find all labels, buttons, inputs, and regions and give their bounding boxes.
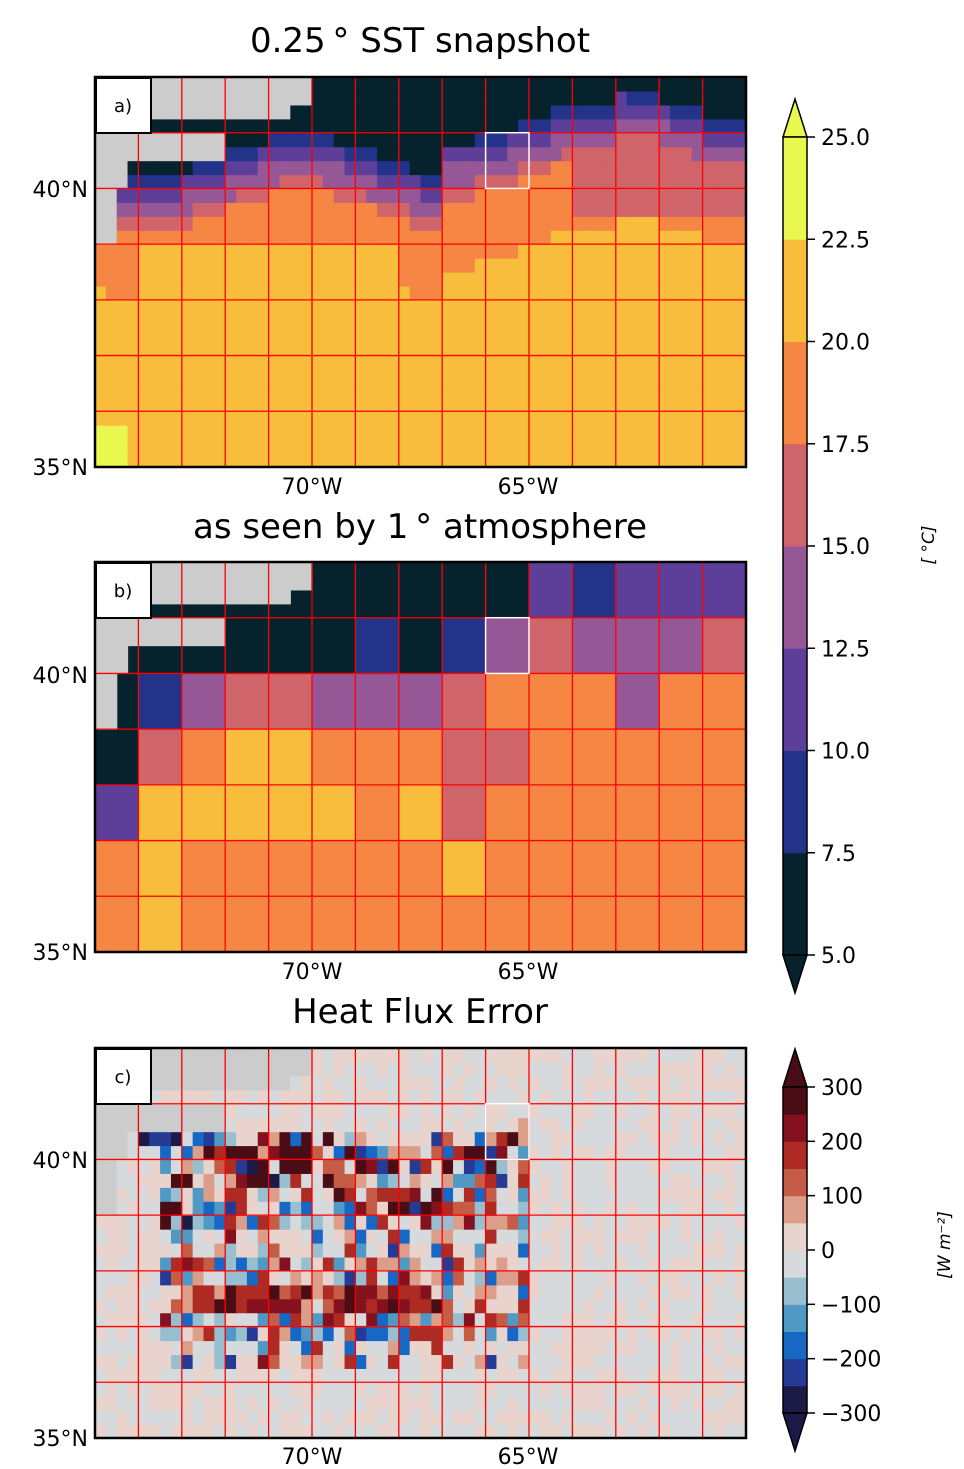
ytick-a-35n: 35°N (33, 456, 88, 481)
cbFlux-swatch (783, 1277, 807, 1305)
cbFlux-swatch (783, 1195, 807, 1224)
cbFlux-swatch (783, 1087, 807, 1115)
cbSST-swatch (783, 852, 807, 956)
panel-a-label-box: a) (95, 77, 152, 134)
highlight-box-c (484, 1102, 530, 1161)
ytick-c-40n: 40°N (33, 1149, 88, 1174)
panel-c-label: c) (115, 1067, 132, 1088)
cbFlux-swatch (783, 1250, 807, 1278)
panel-a-label: a) (114, 96, 132, 117)
cbFlux-tick-label: 100 (821, 1185, 863, 1210)
cbFlux-swatch (783, 1114, 807, 1142)
cbSST-extend-min (781, 954, 809, 996)
xtick-a-65w: 65°W (498, 475, 559, 500)
panel-b-frame (93, 560, 748, 954)
cbFlux-tick-label: 300 (821, 1076, 863, 1101)
cbSST-swatch (783, 750, 807, 854)
cbSST-tick-label: 17.5 (821, 433, 870, 458)
sst-colorbar: 25.0 22.5 20.0 17.5 15.0 12.5 10.0 7.5 5.0 (781, 96, 870, 996)
cbSST-tick-label: 20.0 (821, 331, 870, 356)
sst-colorbar-label: [ °C] (919, 525, 939, 564)
cbFlux-swatch (783, 1385, 807, 1414)
cbSST-tick-label: 7.5 (821, 842, 856, 867)
cbSST-swatch (783, 648, 807, 751)
cbSST-swatch (783, 546, 807, 649)
ytick-b-40n: 40°N (33, 664, 88, 689)
cbFlux-tick-label: −200 (821, 1348, 881, 1373)
cbFlux-tick-label: 200 (821, 1130, 863, 1155)
panel-b-map (95, 562, 746, 952)
panel-a-frame (93, 75, 748, 469)
panel-b-label-box: b) (95, 562, 152, 619)
xtick-c-65w: 65°W (498, 1445, 559, 1469)
ytick-b-35n: 35°N (33, 941, 88, 966)
panel-c-label-box: c) (95, 1048, 152, 1105)
cbFlux-swatch (783, 1222, 807, 1251)
cbSST-swatch (783, 341, 807, 445)
panel-a-title: 0.25 ° SST snapshot (250, 21, 590, 61)
cbFlux-swatch (783, 1141, 807, 1169)
cbSST-tick-label: 12.5 (821, 637, 870, 662)
flux-colorbar: 300 200 100 0 −100 −200 −300 (781, 1046, 881, 1454)
panel-c-title: Heat Flux Error (292, 992, 548, 1032)
panel-c-frame (93, 1046, 748, 1440)
cbFlux-tick-label: −100 (821, 1293, 881, 1318)
highlight-box-b (484, 616, 530, 675)
cbFlux-extend-min (781, 1412, 809, 1454)
highlight-box-a (484, 131, 530, 190)
cbSST-tick-label: 5.0 (821, 944, 856, 969)
cbFlux-tick-label: −300 (821, 1402, 881, 1427)
panel-c-map (95, 1048, 746, 1438)
xtick-c-70w: 70°W (282, 1445, 343, 1469)
xtick-b-70w: 70°W (282, 960, 343, 985)
cbSST-extend-max (781, 96, 809, 138)
cbSST-tick-label: 25.0 (821, 126, 870, 151)
cbFlux-swatch (783, 1331, 807, 1360)
cbSST-swatch (783, 137, 807, 240)
panel-b-title: as seen by 1 ° atmosphere (193, 507, 647, 547)
cbSST-swatch (783, 443, 807, 547)
cbFlux-swatch (783, 1304, 807, 1332)
cbSST-tick-label: 22.5 (821, 228, 870, 253)
cbSST-tick-label: 15.0 (821, 535, 870, 560)
ytick-c-35n: 35°N (33, 1427, 88, 1452)
cbFlux-swatch (783, 1168, 807, 1197)
flux-colorbar-label: [W m⁻²] (935, 1211, 955, 1279)
panel-b-label: b) (114, 581, 132, 602)
cbFlux-extend-max (781, 1046, 809, 1088)
cbSST-swatch (783, 239, 807, 342)
cbFlux-tick-label: 0 (821, 1239, 835, 1264)
xtick-b-65w: 65°W (498, 960, 559, 985)
xtick-a-70w: 70°W (282, 475, 343, 500)
cbFlux-swatch (783, 1358, 807, 1387)
cbSST-tick-label: 10.0 (821, 740, 870, 765)
panel-a-map (95, 77, 746, 467)
ytick-a-40n: 40°N (33, 178, 88, 203)
